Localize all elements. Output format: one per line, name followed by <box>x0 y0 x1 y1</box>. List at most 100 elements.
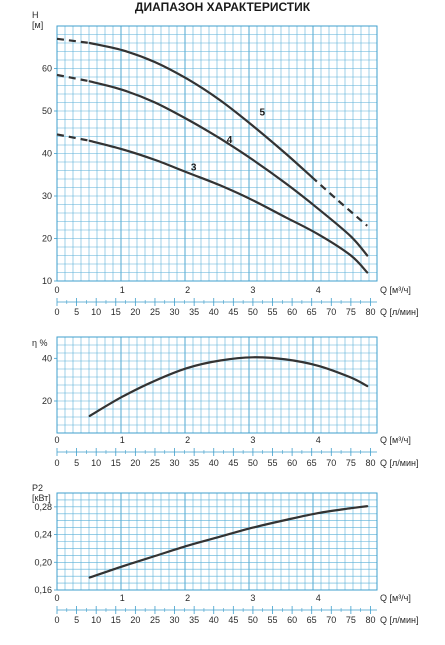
x-tick-label: 2 <box>185 593 190 603</box>
x2-tick-label: 45 <box>228 615 238 625</box>
x2-tick-label: 35 <box>189 458 199 468</box>
x2-tick-label: 0 <box>54 615 59 625</box>
curve-line <box>88 139 369 274</box>
x2-axis-label: Q [л/мин] <box>380 458 418 468</box>
x2-tick-label: 75 <box>346 458 356 468</box>
x2-tick-label: 35 <box>189 615 199 625</box>
x2-tick-label: 70 <box>326 458 336 468</box>
curve-dashed-start <box>56 73 90 83</box>
x2-tick-label: 10 <box>91 615 101 625</box>
y-axis-unit: [м] <box>32 20 43 30</box>
x2-tick-label: 75 <box>346 615 356 625</box>
x2-tick-label: 40 <box>209 307 219 317</box>
y-axis: H[м] 10 20 30 40 50 60 <box>32 10 57 286</box>
x2-tick-label: 55 <box>268 458 278 468</box>
x2-tick-label: 60 <box>287 458 297 468</box>
x2-tick-label: 45 <box>228 307 238 317</box>
x2-axis-label: Q [л/мин] <box>380 615 418 625</box>
x2-tick-label: 0 <box>54 458 59 468</box>
series-4: 4 <box>56 73 369 257</box>
y-tick-label: 40 <box>42 353 52 363</box>
x2-tick-label: 40 <box>209 458 219 468</box>
x2-tick-label: 60 <box>287 307 297 317</box>
x-tick-label: 2 <box>185 435 190 445</box>
x2-tick-label: 15 <box>111 615 121 625</box>
x2-tick-label: 55 <box>268 307 278 317</box>
x-tick-label: 2 <box>185 285 190 295</box>
panel-efficiency: η % 20 40 0 1 2 3 4 Q [м³/ч] 0 5 10 15 20 25 30 35 40 45 50… <box>32 336 418 468</box>
x-axis-label: Q [м³/ч] <box>380 285 411 295</box>
x2-tick-label: 80 <box>365 458 375 468</box>
x2-tick-label: 30 <box>170 458 180 468</box>
x2-tick-label: 0 <box>54 307 59 317</box>
x-tick-label: 4 <box>316 285 321 295</box>
x2-tick-label: 30 <box>170 307 180 317</box>
y-tick-label: 60 <box>42 64 52 74</box>
panel-head: H[м] 10 20 30 40 50 60 0 1 2 3 4 Q [м³/ч] 0 5 10 15 20 25 3… <box>32 10 418 317</box>
x2-tick-label: 70 <box>326 615 336 625</box>
y-tick-label: 30 <box>42 191 52 201</box>
y-tick-label: 0,24 <box>34 530 52 540</box>
x-tick-label: 3 <box>250 593 255 603</box>
x-tick-label: 0 <box>54 435 59 445</box>
x2-tick-label: 20 <box>130 615 140 625</box>
curve-line <box>88 356 369 417</box>
x-axis-label: Q [м³/ч] <box>380 593 411 603</box>
grid <box>56 492 378 591</box>
chart-title: ДИАПАЗОН ХАРАКТЕРИСТИК <box>134 0 311 14</box>
x2-tick-label: 60 <box>287 615 297 625</box>
panel-power: P2[кВт] 0,16 0,20 0,24 0,28 0 1 2 3 4 Q [м³/ч] 0 5 10… <box>32 483 418 625</box>
y-tick-label: 10 <box>42 276 52 286</box>
x-tick-label: 1 <box>120 285 125 295</box>
x2-tick-label: 45 <box>228 458 238 468</box>
plot-frame <box>56 336 378 434</box>
x2-tick-label: 35 <box>189 307 199 317</box>
x2-tick-label: 10 <box>91 458 101 468</box>
y-axis-label: H <box>32 10 39 20</box>
x-tick-label: 3 <box>250 285 255 295</box>
curve-label: 3 <box>191 163 197 174</box>
x-axis: 0 1 2 3 4 Q [м³/ч] <box>54 285 410 295</box>
x2-tick-label: 80 <box>365 307 375 317</box>
x-tick-label: 0 <box>54 285 59 295</box>
series-0 <box>88 356 369 417</box>
x2-tick-label: 25 <box>150 307 160 317</box>
y-tick-label: 0,16 <box>34 585 52 595</box>
y-tick-label: 50 <box>42 106 52 116</box>
y-axis: η % 20 40 <box>32 338 57 406</box>
series-3: 3 <box>56 133 369 274</box>
curve-line <box>88 80 369 257</box>
x-axis: 0 1 2 3 4 Q [м³/ч] <box>54 435 410 445</box>
x2-tick-label: 65 <box>307 458 317 468</box>
curve-line <box>88 41 313 178</box>
x2-tick-label: 5 <box>74 458 79 468</box>
x2-tick-label: 5 <box>74 307 79 317</box>
x2-tick-label: 15 <box>111 458 121 468</box>
x2-tick-label: 5 <box>74 615 79 625</box>
x2-tick-label: 70 <box>326 307 336 317</box>
curve-label: 4 <box>227 135 233 146</box>
x2-axis: 0 5 10 15 20 25 30 35 40 45 50 55 60 65 70 75 80 Q [л/мин… <box>54 448 418 468</box>
y-tick-label: 40 <box>42 149 52 159</box>
x2-tick-label: 50 <box>248 458 258 468</box>
x2-tick-label: 65 <box>307 615 317 625</box>
x2-tick-label: 80 <box>365 615 375 625</box>
x2-tick-label: 20 <box>130 458 140 468</box>
x-tick-label: 3 <box>250 435 255 445</box>
curve-dashed-end <box>310 176 368 227</box>
x2-axis-label: Q [л/мин] <box>380 307 418 317</box>
x2-tick-label: 75 <box>346 307 356 317</box>
x2-tick-label: 55 <box>268 615 278 625</box>
x2-tick-label: 30 <box>170 615 180 625</box>
x-axis: 0 1 2 3 4 Q [м³/ч] <box>54 593 410 603</box>
x2-tick-label: 50 <box>248 615 258 625</box>
curve-line <box>88 505 369 579</box>
x2-tick-label: 15 <box>111 307 121 317</box>
y-tick-label: 20 <box>42 234 52 244</box>
x-tick-label: 1 <box>120 593 125 603</box>
x2-tick-label: 25 <box>150 458 160 468</box>
plot-frame <box>56 492 378 591</box>
grid <box>56 336 378 434</box>
curve-label: 5 <box>259 107 265 118</box>
